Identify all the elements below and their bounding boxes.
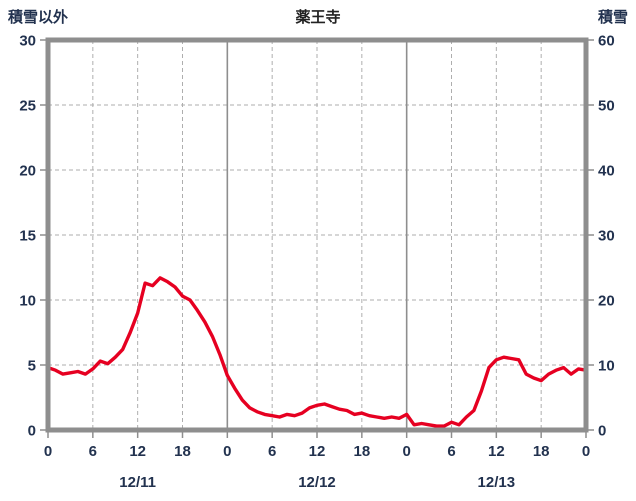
x-axis-tick-label: 12 xyxy=(129,443,146,460)
left-axis-tick-label: 10 xyxy=(19,293,36,310)
x-axis-day-label: 12/11 xyxy=(119,474,156,491)
left-axis-tick-label: 0 xyxy=(28,423,36,440)
right-axis-tick-label: 60 xyxy=(598,33,615,50)
x-axis-tick-label: 18 xyxy=(353,443,370,460)
left-axis-tick-label: 20 xyxy=(19,163,36,180)
x-axis-tick-label: 0 xyxy=(223,443,231,460)
plot-area: 0 5 10 15 20 25 30 0 10 20 30 40 50 60 0 6 12 18 0 6 12 18 0 6 1… xyxy=(19,33,614,492)
x-axis-tick-label: 0 xyxy=(44,443,52,460)
series-line-red xyxy=(46,276,588,428)
left-axis-title: 積雪以外 xyxy=(7,8,68,26)
right-axis-tick-label: 0 xyxy=(598,423,606,440)
x-axis-tick-label: 0 xyxy=(582,443,590,460)
x-axis-tick-label: 6 xyxy=(89,443,97,460)
right-axis-tick-label: 50 xyxy=(598,98,615,115)
x-axis-tick-label: 12 xyxy=(309,443,326,460)
x-axis-tick-label: 18 xyxy=(174,443,191,460)
left-axis-tick-label: 15 xyxy=(19,228,36,245)
right-axis-tick-label: 30 xyxy=(598,228,615,245)
right-axis-tick-label: 10 xyxy=(598,358,615,375)
x-axis-tick-label: 12 xyxy=(488,443,505,460)
left-axis-tick-label: 25 xyxy=(19,98,36,115)
x-axis-tick-label: 18 xyxy=(533,443,550,460)
x-axis-tick-label: 0 xyxy=(402,443,410,460)
right-axis-tick-label: 20 xyxy=(598,293,615,310)
left-axis-tick-label: 5 xyxy=(28,358,36,375)
x-axis-tick-label: 6 xyxy=(447,443,455,460)
right-axis-tick-label: 40 xyxy=(598,163,615,180)
x-axis-day-label: 12/12 xyxy=(298,474,336,491)
plot-border xyxy=(45,37,589,433)
chart-title: 薬王寺 xyxy=(294,8,340,26)
x-axis-day-label: 12/13 xyxy=(478,474,516,491)
right-axis-title: 積雪 xyxy=(597,8,628,26)
x-axis-tick-label: 6 xyxy=(268,443,276,460)
left-axis-tick-label: 30 xyxy=(19,33,36,50)
